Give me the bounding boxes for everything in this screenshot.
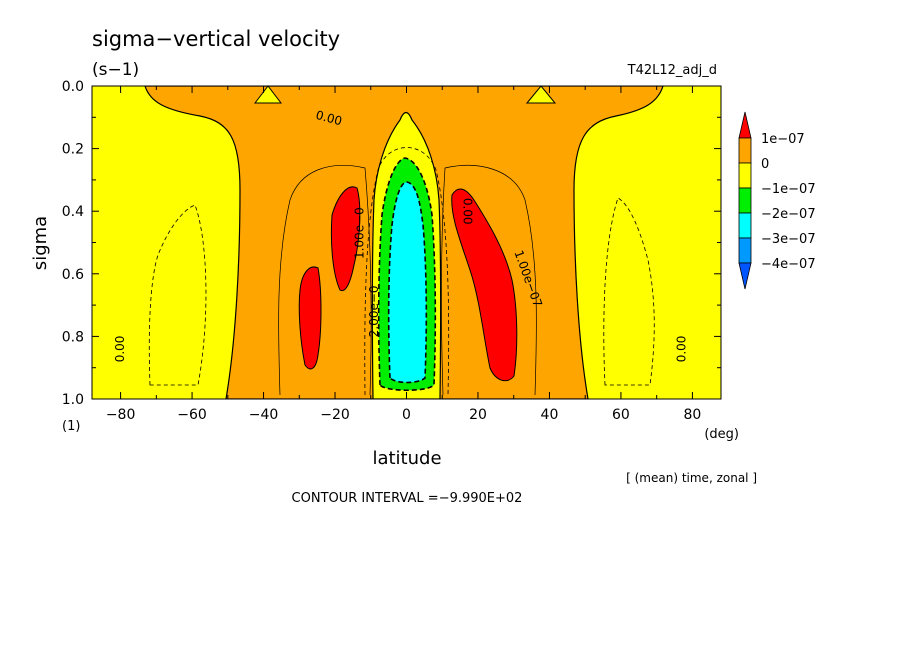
x-tick-label: 20: [469, 407, 487, 423]
colorbar-label: −3e−07: [761, 232, 816, 247]
x-axis-unit: (deg): [704, 427, 739, 442]
contour-label: 0.00: [113, 336, 127, 363]
contour-field: [92, 86, 721, 399]
colorbar-segment: [738, 187, 752, 214]
y-axis-unit: (1): [62, 419, 80, 434]
colorbar-label: 0: [761, 157, 769, 172]
x-tick-label: −60: [177, 407, 207, 423]
region-strong-negative: [387, 181, 428, 384]
x-tick-label: −40: [249, 407, 279, 423]
y-tick-label: 0.2: [62, 142, 84, 158]
x-tick-label: 80: [683, 407, 701, 423]
y-tick-label: 0.6: [62, 267, 84, 283]
colorbar-segment: [738, 162, 752, 189]
chart-title: sigma−vertical velocity: [92, 27, 340, 51]
x-tick-label: 60: [612, 407, 630, 423]
y-axis: 0.0 0.2 0.4 0.6 0.8 1.0: [62, 79, 721, 408]
contour-thin-right: [441, 165, 537, 396]
x-tick-label: 40: [541, 407, 559, 423]
y-tick-label: 1.0: [62, 392, 84, 408]
contour-dash-left: [148, 204, 207, 386]
x-tick-label: −20: [320, 407, 350, 423]
y-axis-label: sigma: [30, 216, 51, 270]
x-tick-label: 0: [402, 407, 411, 423]
colorbar-label: −1e−07: [761, 182, 816, 197]
region-strong-positive-left-upper: [330, 186, 361, 292]
region-strong-positive-left-lower: [298, 266, 322, 370]
colorbar-segment: [738, 262, 752, 290]
chart-units: (s−1): [92, 60, 139, 80]
colorbar-segment: [738, 212, 752, 239]
colorbar-label: −4e−07: [761, 257, 816, 272]
contour-dash-right: [603, 197, 655, 386]
colorbar-label: −2e−07: [761, 207, 816, 222]
colorbar-segment: [738, 137, 752, 164]
contour-label: 0.00: [461, 198, 475, 225]
x-axis-label: latitude: [372, 448, 441, 469]
contour-label: 0.00: [674, 336, 688, 363]
contour-label: 1.00e−0: [353, 207, 367, 259]
colorbar-segment: [738, 111, 752, 139]
region-top-left-notch: [253, 86, 283, 104]
region-strong-positive-right: [451, 188, 518, 382]
contour-interval: CONTOUR INTERVAL =−9.990E+02: [292, 491, 523, 506]
colorbar-label: 1e−07: [761, 132, 805, 147]
region-top-right-notch: [525, 86, 557, 104]
x-axis: −80 −60 −40 −20 0 20 40 60 80: [106, 86, 701, 423]
colorbar-segment: [738, 237, 752, 264]
run-label: T42L12_adj_d: [627, 63, 717, 78]
contour-thin-left: [278, 165, 372, 396]
colorbar: 1e−07 0 −1e−07 −2e−07 −3e−07 −4e−07: [738, 111, 816, 290]
contour-label: 2.00e−0: [367, 285, 381, 337]
y-tick-label: 0.8: [62, 329, 84, 345]
y-tick-label: 0.4: [62, 204, 84, 220]
y-tick-label: 0.0: [62, 79, 84, 95]
contour-label: 0.00: [314, 108, 343, 128]
averaging-note: [ (mean) time, zonal ]: [626, 471, 757, 485]
x-tick-label: −80: [106, 407, 136, 423]
